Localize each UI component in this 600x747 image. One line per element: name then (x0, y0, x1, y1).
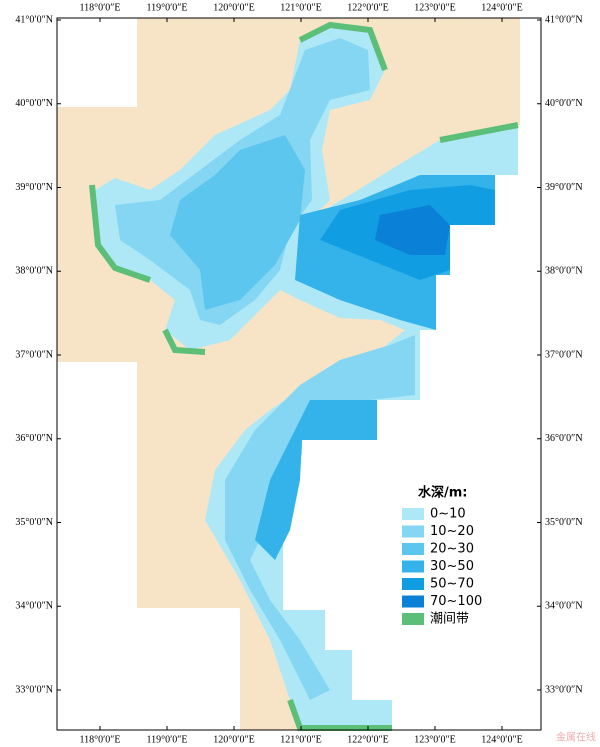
lat-label: 41°0′0″N (15, 14, 53, 25)
watermark: 金属在线 (556, 730, 596, 743)
legend-label: 30~50 (430, 559, 474, 574)
legend-label: 20~30 (430, 542, 474, 557)
legend-swatch (402, 613, 424, 625)
legend-swatch (402, 560, 424, 573)
lat-label: 40°0′0″N (545, 98, 583, 109)
lon-label: 121°0′0″E (280, 734, 321, 745)
lon-label: 122°0′0″E (347, 2, 388, 13)
legend-swatch (402, 508, 424, 520)
legend-label: 0~10 (430, 507, 466, 522)
no-data-area (57, 18, 137, 107)
legend-swatch (402, 525, 424, 538)
lon-label: 123°0′0″E (414, 2, 455, 13)
lat-label: 38°0′0″N (545, 266, 583, 277)
no-data-area (283, 18, 541, 730)
lat-label: 33°0′0″N (545, 684, 583, 695)
lon-label: 118°0′0″E (79, 2, 120, 13)
lon-label: 119°0′0″E (146, 734, 187, 745)
lat-label: 39°0′0″N (545, 182, 583, 193)
legend-swatch (402, 595, 424, 608)
legend: 水深/m: 0~10 10~20 20~30 30~50 50~70 70~100 潮间带 (402, 485, 482, 627)
legend-title: 水深/m: (418, 485, 468, 501)
legend-label: 50~70 (430, 577, 474, 592)
lon-label: 122°0′0″E (347, 734, 388, 745)
lat-label: 35°0′0″N (545, 517, 583, 528)
lon-label: 124°0′0″E (481, 734, 522, 745)
sea-20-30 (170, 135, 305, 310)
no-data-area (57, 362, 240, 730)
lat-label: 36°0′0″N (15, 433, 53, 444)
lat-label: 36°0′0″N (545, 433, 583, 444)
sea-30-50 (255, 400, 377, 560)
legend-label: 10~20 (430, 524, 474, 539)
lat-label: 37°0′0″N (15, 349, 53, 360)
lon-label: 118°0′0″E (79, 734, 120, 745)
lat-label: 38°0′0″N (15, 266, 53, 277)
lat-label: 33°0′0″N (15, 684, 53, 695)
lat-label: 41°0′0″N (545, 14, 583, 25)
sea-70-100 (375, 205, 450, 255)
lat-label: 39°0′0″N (15, 182, 53, 193)
lon-label: 123°0′0″E (414, 734, 455, 745)
legend-label: 70~100 (430, 594, 482, 609)
map-frame (56, 17, 542, 731)
lon-label: 120°0′0″E (213, 2, 254, 13)
lon-label: 121°0′0″E (280, 2, 321, 13)
legend-swatch (402, 578, 424, 590)
lon-label: 120°0′0″E (213, 734, 254, 745)
lat-label: 34°0′0″N (545, 601, 583, 612)
lat-label: 35°0′0″N (15, 517, 53, 528)
lat-label: 34°0′0″N (15, 601, 53, 612)
lon-label: 119°0′0″E (146, 2, 187, 13)
lon-label: 124°0′0″E (481, 2, 522, 13)
sea-10-20 (225, 335, 415, 700)
lat-label: 37°0′0″N (545, 349, 583, 360)
lat-label: 40°0′0″N (15, 98, 53, 109)
legend-label: 潮间带 (430, 612, 469, 627)
legend-swatch (402, 543, 424, 555)
intertidal-zone (89, 21, 519, 731)
